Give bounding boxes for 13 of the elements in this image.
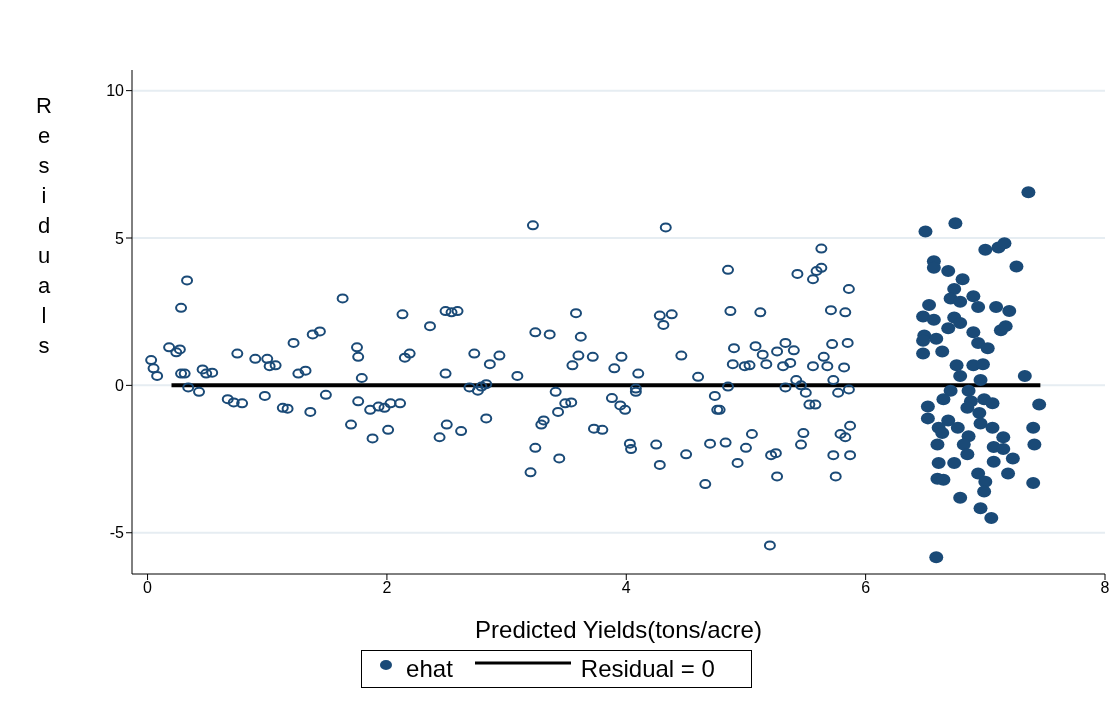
x-axis-title: Predicted Yields(tons/acre): [475, 616, 762, 643]
x-tick-label: 0: [143, 579, 153, 597]
y-tick-label: -5: [109, 524, 125, 542]
legend-label: ehat: [406, 655, 453, 683]
y-tick-label: 5: [115, 229, 125, 247]
y-tick-label: 10: [106, 82, 125, 100]
x-tick-label: 4: [621, 579, 631, 597]
x-tick-label: 2: [382, 579, 392, 597]
text: Residuals: [36, 93, 52, 358]
x-tick-label: 8: [1100, 579, 1110, 597]
legend-label: Residual = 0: [580, 655, 715, 683]
y-tick-label: 0: [115, 377, 125, 395]
x-tick-label: 6: [861, 579, 871, 597]
